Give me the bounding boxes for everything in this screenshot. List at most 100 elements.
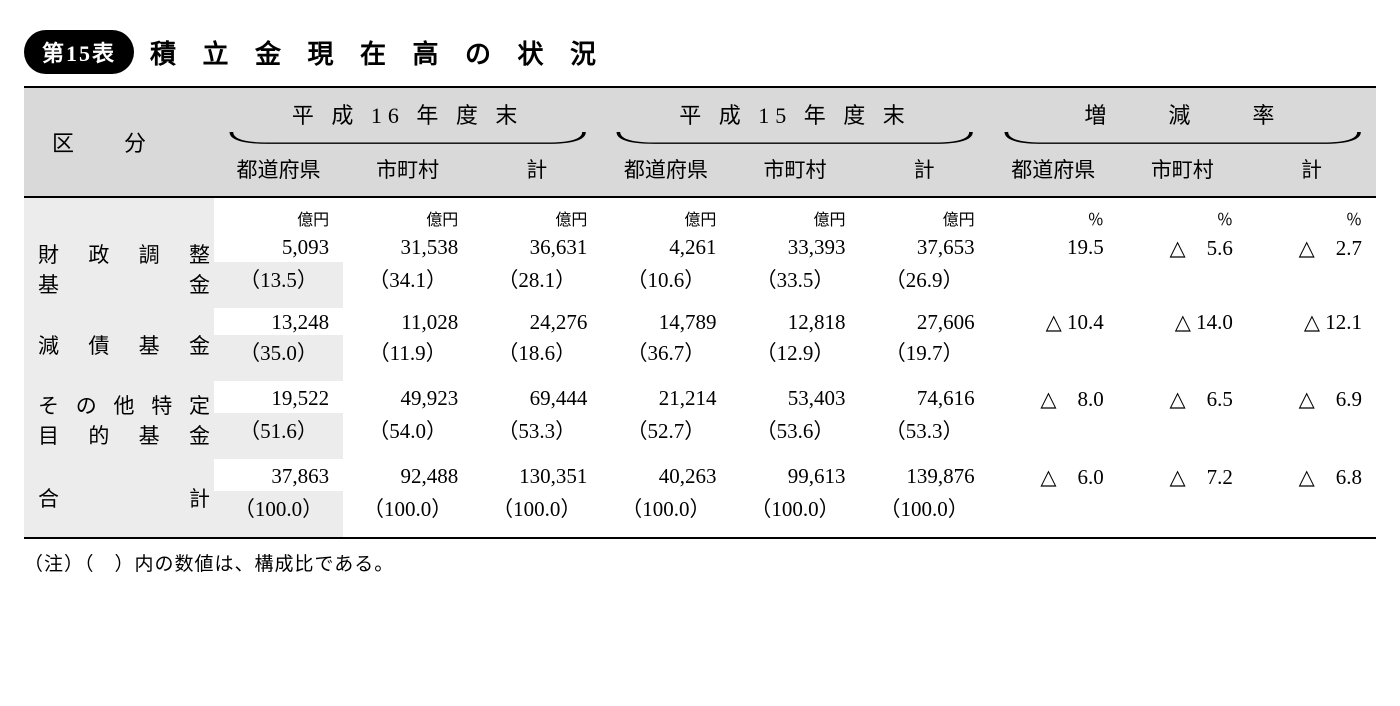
subheader: 計	[1247, 146, 1376, 196]
rate-cell: △ 7.2	[1118, 459, 1247, 491]
subheader: 都道府県	[989, 146, 1118, 196]
unit-cell: 億円	[214, 197, 343, 230]
rate-cell: △ 5.6	[1118, 230, 1247, 262]
ratio-cell: （34.1）	[343, 262, 472, 308]
ratio-cell: （53.6）	[730, 413, 859, 459]
table-row: その他特定目的基金19,52249,92369,44421,21453,4037…	[24, 381, 1376, 413]
unit-cell: 億円	[601, 197, 730, 230]
ratio-cell: （51.6）	[214, 413, 343, 459]
subheader: 市町村	[1118, 146, 1247, 196]
value-cell: 49,923	[343, 381, 472, 413]
table-number-badge: 第15表	[24, 30, 134, 74]
reserve-fund-table: 区分 平 成 16 年 度 末 平 成 15 年 度 末 増 減 率	[24, 86, 1376, 539]
table-row-paren: （35.0）（11.9）（18.6）（36.7）（12.9）（19.7）	[24, 335, 1376, 381]
row-label: 減債基金	[24, 308, 214, 381]
ratio-cell: （28.1）	[472, 262, 601, 308]
value-cell: 130,351	[472, 459, 601, 491]
row-label: その他特定目的基金	[24, 381, 214, 459]
ratio-cell: （18.6）	[472, 335, 601, 381]
table-row-paren: （100.0）（100.0）（100.0）（100.0）（100.0）（100.…	[24, 491, 1376, 538]
ratio-cell: （19.7）	[860, 335, 989, 381]
value-cell: 36,631	[472, 230, 601, 262]
unit-cell: 億円	[343, 197, 472, 230]
ratio-cell: （36.7）	[601, 335, 730, 381]
ratio-cell: （54.0）	[343, 413, 472, 459]
header-kubun: 区分	[24, 87, 214, 197]
unit-row: 億円 億円 億円 億円 億円 億円 ％ ％ ％	[24, 197, 1376, 230]
rate-cell: △ 6.0	[989, 459, 1118, 491]
ratio-cell: （100.0）	[472, 491, 601, 538]
value-cell: 5,093	[214, 230, 343, 262]
value-cell: 24,276	[472, 308, 601, 335]
row-label: 合 計	[24, 459, 214, 538]
table-body: 億円 億円 億円 億円 億円 億円 ％ ％ ％ 財政調整基 金5,09331,5…	[24, 197, 1376, 538]
ratio-cell: （100.0）	[601, 491, 730, 538]
ratio-cell: （35.0）	[214, 335, 343, 381]
ratio-cell: （13.5）	[214, 262, 343, 308]
rate-cell: △ 6.9	[1247, 381, 1376, 413]
table-row-paren: （51.6）（54.0）（53.3）（52.7）（53.6）（53.3）	[24, 413, 1376, 459]
unit-cell: ％	[989, 197, 1118, 230]
value-cell: 12,818	[730, 308, 859, 335]
value-cell: 37,653	[860, 230, 989, 262]
value-cell: 21,214	[601, 381, 730, 413]
rate-cell: △ 8.0	[989, 381, 1118, 413]
ratio-cell: （10.6）	[601, 262, 730, 308]
value-cell: 40,263	[601, 459, 730, 491]
ratio-cell: （52.7）	[601, 413, 730, 459]
header-group-h16: 平 成 16 年 度 末	[214, 87, 601, 146]
table-row: 減債基金13,24811,02824,27614,78912,81827,606…	[24, 308, 1376, 335]
subheader: 市町村	[343, 146, 472, 196]
table-row: 合 計37,86392,488130,35140,26399,613139,87…	[24, 459, 1376, 491]
row-label: 財政調整基 金	[24, 230, 214, 308]
rate-cell: △ 10.4	[989, 308, 1118, 335]
table-header: 区分 平 成 16 年 度 末 平 成 15 年 度 末 増 減 率	[24, 87, 1376, 197]
value-cell: 139,876	[860, 459, 989, 491]
ratio-cell: （11.9）	[343, 335, 472, 381]
value-cell: 33,393	[730, 230, 859, 262]
rate-cell: △ 6.8	[1247, 459, 1376, 491]
ratio-cell: （33.5）	[730, 262, 859, 308]
ratio-cell: （12.9）	[730, 335, 859, 381]
unit-cell: 億円	[472, 197, 601, 230]
value-cell: 53,403	[730, 381, 859, 413]
value-cell: 37,863	[214, 459, 343, 491]
table-row-paren: （13.5）（34.1）（28.1）（10.6）（33.5）（26.9）	[24, 262, 1376, 308]
header-group-rate: 増 減 率	[989, 87, 1376, 146]
rate-cell: △ 12.1	[1247, 308, 1376, 335]
rate-cell: △ 2.7	[1247, 230, 1376, 262]
title-row: 第15表 積 立 金 現 在 高 の 状 況	[24, 30, 1376, 74]
ratio-cell: （53.3）	[472, 413, 601, 459]
ratio-cell: （100.0）	[343, 491, 472, 538]
value-cell: 99,613	[730, 459, 859, 491]
ratio-cell: （53.3）	[860, 413, 989, 459]
value-cell: 14,789	[601, 308, 730, 335]
ratio-cell: （100.0）	[860, 491, 989, 538]
rate-cell: △ 6.5	[1118, 381, 1247, 413]
table-title: 積 立 金 現 在 高 の 状 況	[150, 34, 606, 71]
ratio-cell: （100.0）	[214, 491, 343, 538]
value-cell: 74,616	[860, 381, 989, 413]
unit-cell: 億円	[860, 197, 989, 230]
subheader: 都道府県	[601, 146, 730, 196]
unit-cell: ％	[1118, 197, 1247, 230]
value-cell: 31,538	[343, 230, 472, 262]
value-cell: 27,606	[860, 308, 989, 335]
table-row: 財政調整基 金5,09331,53836,6314,26133,39337,65…	[24, 230, 1376, 262]
rate-cell: 19.5	[989, 230, 1118, 262]
header-group-h15: 平 成 15 年 度 末	[601, 87, 988, 146]
ratio-cell: （26.9）	[860, 262, 989, 308]
brace-icon	[224, 132, 591, 146]
brace-icon	[999, 132, 1366, 146]
value-cell: 13,248	[214, 308, 343, 335]
rate-cell: △ 14.0	[1118, 308, 1247, 335]
subheader: 都道府県	[214, 146, 343, 196]
subheader: 計	[472, 146, 601, 196]
brace-icon	[611, 132, 978, 146]
value-cell: 92,488	[343, 459, 472, 491]
ratio-cell: （100.0）	[730, 491, 859, 538]
footnote: （注）（ ）内の数値は、構成比である。	[24, 549, 1376, 576]
unit-cell: ％	[1247, 197, 1376, 230]
subheader: 計	[860, 146, 989, 196]
unit-cell: 億円	[730, 197, 859, 230]
